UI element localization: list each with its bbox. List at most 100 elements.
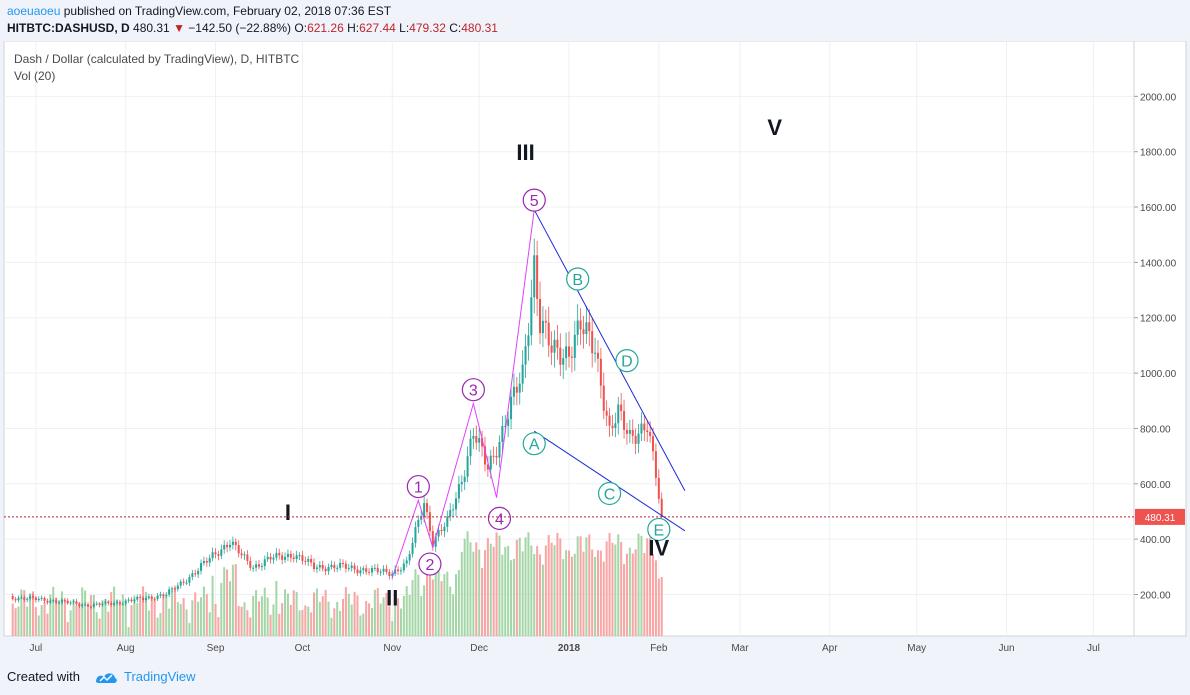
candle-body: [466, 456, 469, 477]
candle-body: [582, 329, 585, 335]
candle-body: [313, 562, 316, 569]
wave-label-1-circle: [406, 474, 430, 499]
published-text: published on TradingView.com, February 0…: [63, 4, 392, 18]
volume-bar: [417, 574, 420, 636]
volume-bar: [34, 607, 37, 636]
volume-bar: [599, 550, 602, 636]
down-arrow-icon: ▼: [173, 21, 185, 35]
candle-body: [84, 604, 87, 606]
wave-label-5: 5: [530, 193, 539, 210]
candle-body: [576, 320, 579, 335]
candle-body: [411, 542, 414, 555]
volume-bar: [411, 580, 414, 636]
candle-body: [240, 553, 243, 556]
volume-bar: [347, 593, 350, 636]
volume-bar: [133, 595, 136, 636]
volume-bar: [301, 609, 304, 636]
candle-body: [336, 567, 339, 569]
candle-body: [168, 589, 171, 595]
volume-bar: [144, 591, 147, 636]
degree-label-v: V: [767, 115, 782, 140]
candle-body: [452, 509, 455, 511]
volume-bar: [388, 606, 391, 636]
candle-body: [200, 563, 203, 571]
candle-body: [646, 430, 649, 433]
volume-bar: [654, 560, 657, 636]
candle-body: [428, 512, 431, 532]
volume-bar: [162, 595, 165, 636]
volume-bar: [72, 599, 75, 636]
volume-bar: [286, 593, 289, 636]
candle-body: [481, 438, 484, 447]
volume-bar: [17, 606, 20, 636]
volume-bar: [576, 536, 579, 636]
candle-body: [118, 601, 121, 604]
volume-bar: [443, 574, 446, 636]
x-tick-label: Jul: [1087, 643, 1100, 654]
volume-bar: [52, 586, 55, 636]
volume-bar: [295, 591, 298, 636]
candle-body: [602, 385, 605, 411]
volume-bar: [31, 591, 34, 636]
volume-bar: [660, 576, 663, 636]
volume-bar: [457, 570, 460, 636]
candle-body: [69, 602, 72, 604]
volume-bar: [55, 597, 58, 636]
candle-body: [420, 516, 423, 520]
volume-bar: [399, 608, 402, 636]
wave-label-e: E: [653, 522, 664, 539]
volume-bar: [596, 550, 599, 636]
volume-bar: [426, 571, 429, 636]
x-tick-label: Jul: [29, 643, 42, 654]
volume-bar: [69, 610, 72, 636]
candle-body: [11, 596, 14, 600]
candle-body: [275, 552, 278, 558]
candle-body: [498, 441, 501, 458]
chart-title: Dash / Dollar (calculated by TradingView…: [14, 52, 300, 66]
candle-body: [399, 570, 402, 572]
volume-bar: [405, 586, 408, 636]
volume-bar: [454, 574, 458, 636]
candle-body: [478, 438, 481, 443]
volume-bar: [87, 608, 90, 636]
volume-bar: [104, 598, 107, 636]
candle-body: [510, 396, 513, 420]
volume-bar: [501, 554, 504, 636]
candle-body: [397, 569, 400, 572]
volume-bar: [495, 532, 498, 636]
candle-body: [110, 603, 113, 605]
candle-body: [133, 599, 136, 602]
low-label: L:: [399, 21, 410, 35]
candle-body: [139, 596, 142, 598]
volume-bar: [150, 597, 153, 636]
volume-bar: [220, 582, 223, 636]
volume-bar: [324, 589, 327, 636]
volume-bar: [40, 605, 43, 636]
candle-body: [95, 603, 98, 605]
author-link[interactable]: aoeuaoeu: [7, 4, 61, 18]
price-axis[interactable]: [1133, 41, 1187, 637]
candle-body: [469, 438, 472, 457]
volume-bar: [449, 586, 452, 636]
volume-bar: [582, 551, 585, 636]
candle-body: [437, 529, 440, 537]
candle-body: [408, 554, 411, 561]
volume-bar: [539, 554, 542, 636]
candle-body: [130, 599, 133, 602]
tradingview-link[interactable]: TradingView: [123, 669, 196, 684]
candle-body: [260, 566, 263, 568]
degree-label-i: I: [285, 500, 291, 525]
degree-label-iii: III: [516, 140, 534, 165]
candle-body: [301, 555, 304, 561]
volume-bar: [547, 535, 550, 636]
volume-bar: [11, 603, 14, 636]
volume-bar: [530, 545, 533, 636]
candle-body: [359, 570, 362, 574]
volume-bars: [11, 531, 663, 636]
candle-body: [547, 322, 550, 346]
candle-body: [423, 503, 426, 517]
candle-body: [599, 358, 602, 386]
candle-body: [17, 597, 20, 601]
